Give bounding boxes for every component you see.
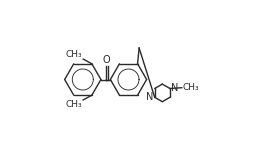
Text: N: N: [171, 83, 178, 93]
Text: CH₃: CH₃: [66, 50, 82, 59]
Text: CH₃: CH₃: [182, 83, 199, 92]
Text: CH₃: CH₃: [66, 100, 82, 109]
Text: O: O: [103, 55, 111, 65]
Text: N: N: [146, 92, 154, 102]
